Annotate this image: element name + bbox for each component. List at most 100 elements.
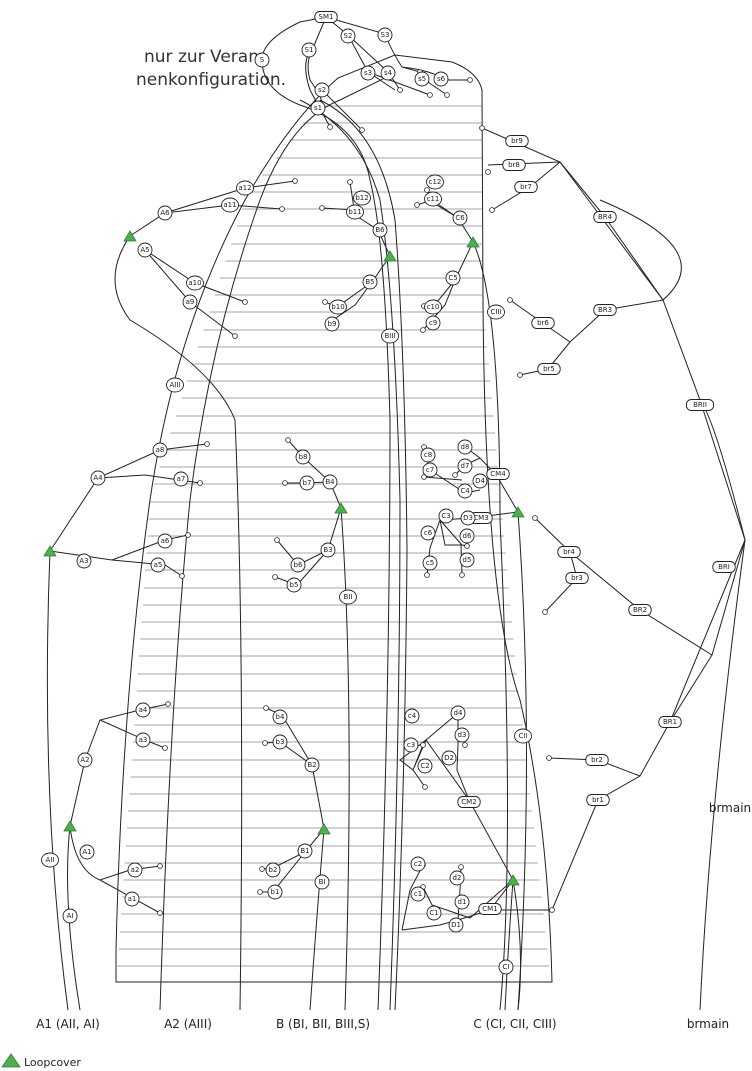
junction-dot <box>197 480 203 486</box>
node-c1: C1 <box>426 905 442 921</box>
node-label: B1 <box>300 847 309 855</box>
node-label: C2 <box>420 762 429 770</box>
node-c11: c11 <box>424 191 442 207</box>
node-s2: S2 <box>340 28 356 44</box>
junction-dot <box>444 92 450 98</box>
node-label: a5 <box>154 561 163 569</box>
node-label: s4 <box>384 69 393 77</box>
node-a1: a1 <box>124 891 140 907</box>
node-label: c11 <box>427 195 440 203</box>
junction-dot <box>421 474 427 480</box>
junction-dot <box>292 178 298 184</box>
loopcover-marker <box>334 502 348 514</box>
node-b5: B5 <box>362 274 378 290</box>
node-c12: c12 <box>426 174 444 190</box>
node-label: br7 <box>520 183 532 191</box>
node-label: d7 <box>461 462 470 470</box>
node-label: C6 <box>455 214 465 222</box>
junction-dot <box>272 574 278 580</box>
node-label: c7 <box>426 466 434 474</box>
junction-dot <box>262 740 268 746</box>
node-label: b7 <box>303 479 312 487</box>
bottom-label-b: B (BI, BII, BIII,S) <box>276 1017 370 1031</box>
node-s1: s1 <box>310 100 326 116</box>
node-a7: a7 <box>173 471 189 487</box>
node-label: AIII <box>170 381 181 389</box>
junction-dot <box>517 372 523 378</box>
node-label: c6 <box>424 529 433 537</box>
junction-dot <box>279 206 285 212</box>
junction-dot <box>464 543 470 549</box>
junction-dot <box>204 441 210 447</box>
node-label: c10 <box>427 303 440 311</box>
junction-dot <box>274 537 280 543</box>
junction-dot <box>397 87 403 93</box>
node-c9: c9 <box>425 315 441 331</box>
node-label: a7 <box>177 475 186 483</box>
node-label: B5 <box>365 278 374 286</box>
node-b1: B1 <box>297 843 313 859</box>
node-s5: s5 <box>414 71 430 87</box>
node-biii: BIII <box>381 328 399 344</box>
node-label: B3 <box>323 546 332 554</box>
node-b4: b4 <box>272 709 288 725</box>
node-a11: a11 <box>221 197 239 213</box>
node-label: b9 <box>328 320 337 328</box>
node-label: S2 <box>344 32 353 40</box>
node-label: b11 <box>348 208 361 216</box>
node-label: A1 <box>82 848 91 856</box>
node-cii: CII <box>514 728 532 744</box>
node-label: CM2 <box>461 798 476 806</box>
node-b6: B6 <box>372 222 388 238</box>
junction-dot <box>462 742 468 748</box>
node-br2: BR2 <box>628 604 652 616</box>
node-label: A3 <box>79 557 88 565</box>
node-b6: b6 <box>290 557 306 573</box>
junction-dot <box>479 125 485 131</box>
node-d2: D2 <box>441 750 457 766</box>
node-a5: A5 <box>137 242 153 258</box>
node-br3: BR3 <box>593 304 617 316</box>
node-label: br8 <box>508 161 520 169</box>
junction-dot <box>165 701 171 707</box>
node-label: BR1 <box>663 718 677 726</box>
node-a2: A2 <box>77 752 93 768</box>
node-ci: CI <box>498 959 514 975</box>
node-label: c2 <box>414 860 422 868</box>
node-label: a4 <box>139 706 148 714</box>
node-a2: a2 <box>127 862 143 878</box>
node-b4: B4 <box>322 474 338 490</box>
node-label: c9 <box>429 319 437 327</box>
junction-dot <box>162 745 168 751</box>
junction-dot <box>263 705 269 711</box>
node-label: CM1 <box>482 905 497 913</box>
bottom-label-c: C (CI, CII, CIII) <box>473 1017 556 1031</box>
node-label: A2 <box>80 756 89 764</box>
loopcover-marker <box>123 230 137 242</box>
node-label: d1 <box>458 898 467 906</box>
node-label: b1 <box>271 888 280 896</box>
junction-dot <box>259 866 265 872</box>
node-c6: c6 <box>420 525 436 541</box>
intro-line-2: nenkonfiguration. <box>136 70 287 90</box>
node-label: b6 <box>294 561 303 569</box>
node-br1: BR1 <box>658 716 682 728</box>
side-label-brmain: brmain <box>709 801 751 815</box>
node-label: BR4 <box>598 213 613 221</box>
node-label: br5 <box>543 365 555 373</box>
bottom-label-brmain: brmain <box>687 1017 729 1031</box>
node-br1: br1 <box>586 794 610 806</box>
node-c3: C3 <box>438 508 454 524</box>
junction-dot <box>532 515 538 521</box>
node-label: c1 <box>414 890 422 898</box>
node-d6: d6 <box>459 528 475 544</box>
node-label: s5 <box>418 75 426 83</box>
junction-dot <box>420 327 426 333</box>
node-b9: b9 <box>324 316 340 332</box>
node-c3: c3 <box>403 737 419 753</box>
node-label: br9 <box>511 137 523 145</box>
node-label: AI <box>67 912 74 920</box>
node-label: b2 <box>269 866 278 874</box>
node-a4: A4 <box>90 470 106 486</box>
node-c2: C2 <box>417 758 433 774</box>
